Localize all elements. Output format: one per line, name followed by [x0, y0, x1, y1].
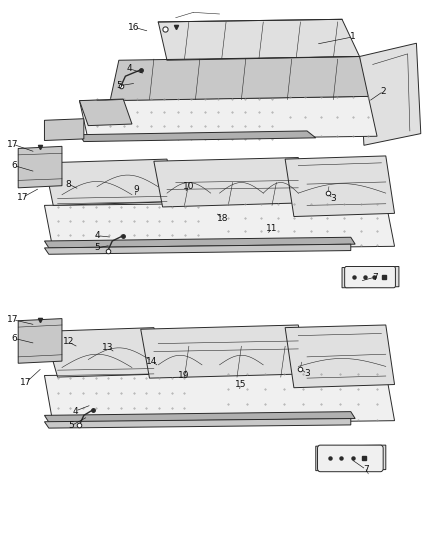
Text: 3: 3	[330, 194, 336, 203]
Text: 11: 11	[266, 224, 277, 233]
FancyBboxPatch shape	[317, 445, 382, 472]
Polygon shape	[44, 411, 354, 422]
Text: 8: 8	[66, 180, 71, 189]
Text: 6: 6	[11, 334, 17, 343]
Text: 4: 4	[94, 231, 99, 240]
Polygon shape	[110, 56, 367, 101]
Text: 13: 13	[102, 343, 113, 352]
Polygon shape	[359, 43, 420, 146]
Polygon shape	[158, 19, 359, 60]
Text: 12: 12	[63, 337, 74, 346]
Text: 7: 7	[362, 465, 368, 474]
FancyBboxPatch shape	[344, 266, 395, 288]
Polygon shape	[44, 372, 394, 425]
Polygon shape	[18, 319, 62, 364]
Polygon shape	[141, 325, 306, 378]
Text: 5: 5	[94, 244, 99, 253]
Polygon shape	[44, 201, 394, 251]
Text: 9: 9	[133, 185, 139, 194]
Polygon shape	[79, 96, 376, 140]
Text: 5: 5	[116, 81, 121, 90]
Text: 17: 17	[17, 193, 28, 202]
Polygon shape	[285, 325, 394, 387]
Polygon shape	[285, 156, 394, 216]
Text: 3: 3	[304, 369, 309, 378]
Text: 17: 17	[7, 140, 19, 149]
Polygon shape	[44, 244, 350, 254]
Polygon shape	[44, 237, 354, 248]
Text: 2: 2	[380, 86, 385, 95]
Text: 4: 4	[127, 64, 132, 73]
Text: 5: 5	[68, 422, 74, 431]
Polygon shape	[44, 328, 166, 377]
Text: 16: 16	[128, 23, 140, 32]
Polygon shape	[44, 159, 175, 205]
Text: 15: 15	[234, 380, 246, 389]
Text: 4: 4	[72, 407, 78, 416]
Polygon shape	[153, 158, 306, 207]
Polygon shape	[79, 99, 132, 126]
Polygon shape	[79, 131, 315, 142]
Polygon shape	[44, 119, 84, 141]
Text: 6: 6	[11, 161, 17, 170]
Text: 18: 18	[217, 214, 228, 223]
Polygon shape	[18, 147, 62, 188]
Polygon shape	[315, 445, 385, 471]
Polygon shape	[341, 266, 398, 288]
Text: 7: 7	[371, 273, 377, 281]
Text: 17: 17	[7, 315, 19, 324]
Text: 14: 14	[146, 357, 157, 366]
Text: 17: 17	[20, 378, 32, 387]
Text: 19: 19	[177, 371, 189, 380]
Polygon shape	[44, 418, 350, 428]
Text: 10: 10	[183, 182, 194, 191]
Text: 1: 1	[349, 33, 355, 42]
